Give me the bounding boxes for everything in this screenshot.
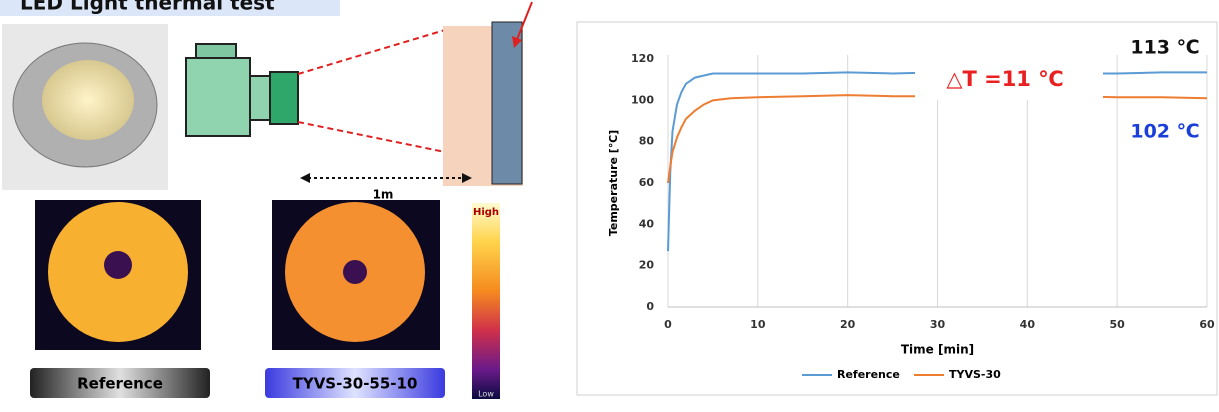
y-tick-label: 40: [639, 217, 655, 230]
pointer-arrow: [515, 1, 533, 43]
chart: 0 10 20 30 40 50 60 0 20 40 60 80 100 120 Time [min] Te…: [607, 37, 1215, 382]
view-line: [297, 121, 446, 153]
color-scale: [472, 203, 500, 399]
x-tick-label: 50: [1110, 318, 1126, 331]
y-tick-label: 0: [646, 300, 654, 313]
thermal-spot: [343, 260, 367, 284]
x-tick-label: 20: [840, 318, 856, 331]
sample-label: Reference: [77, 375, 163, 393]
x-tick-label: 60: [1199, 318, 1215, 331]
pointer-head: [512, 36, 522, 48]
camera: [185, 43, 299, 137]
y-axis-label: Temperature [℃]: [607, 130, 620, 236]
arrow-head: [300, 173, 310, 183]
banner-bg: [0, 0, 340, 16]
x-tick-label: 0: [664, 318, 672, 331]
y-tick-label: 100: [631, 93, 654, 106]
scale-high: High: [473, 207, 499, 218]
max-annotation: 113 ℃: [1130, 37, 1199, 59]
scale-low: Low: [478, 390, 494, 399]
chart-frame: [576, 21, 1218, 396]
x-tick-label: 40: [1020, 318, 1036, 331]
y-tick-label: 80: [639, 135, 655, 148]
lamp-led: [42, 60, 134, 140]
min-annotation: 102 ℃: [1130, 121, 1199, 143]
x-axis-label: Time [min]: [901, 343, 974, 357]
arrow-head: [462, 173, 472, 183]
target-plate: [491, 21, 523, 185]
y-tick-label: 120: [631, 52, 654, 65]
x-tick-label: 10: [750, 318, 766, 331]
view-line: [297, 29, 446, 75]
annotation-bg: [915, 55, 1103, 100]
sample-box: [265, 368, 445, 398]
sample-label: TYVS-30-55-10: [293, 375, 418, 393]
legend-label: Reference: [837, 368, 900, 381]
y-tick-label: 60: [639, 176, 655, 189]
legend-label: TYVS-30: [949, 368, 1001, 381]
x-tick-label: 30: [930, 318, 946, 331]
thermal-spot: [104, 251, 132, 279]
delta-annotation: △T =11 ℃: [946, 67, 1063, 91]
y-tick-label: 20: [639, 259, 655, 272]
distance-label: 1m: [373, 188, 394, 202]
banner-title: LED Light thermal test: [20, 0, 275, 15]
sample-box: [30, 368, 210, 398]
